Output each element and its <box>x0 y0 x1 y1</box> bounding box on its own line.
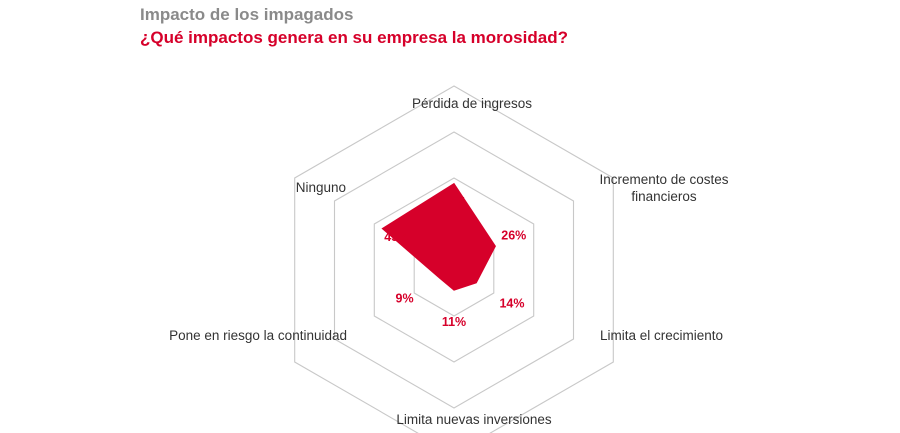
value-label-4: 11% <box>442 315 466 329</box>
value-label-5: 9% <box>396 292 414 306</box>
value-labels: 47% 26% 14% 11% 9% 45% <box>384 195 526 329</box>
grid-ring-3 <box>333 131 575 409</box>
grid-ring-4 <box>294 85 614 433</box>
axis-label-6: Ninguno <box>296 180 346 195</box>
axis-label-3: Limita el crecimiento <box>600 328 723 343</box>
axis-label-2-line-2: financieros <box>631 189 697 204</box>
value-label-6: 45% <box>384 230 409 244</box>
value-label-2: 26% <box>501 229 526 243</box>
chart-subtitle: ¿Qué impactos genera en su empresa la mo… <box>140 28 568 47</box>
grid-ring-2 <box>373 177 535 363</box>
axis-label-5: Pone en riesgo la continuidad <box>169 328 347 343</box>
axis-labels: Pérdida de ingresos Incremento de costes f… <box>169 96 729 427</box>
value-label-3: 14% <box>499 297 524 311</box>
axis-label-1: Pérdida de ingresos <box>412 96 532 111</box>
chart-title: Impacto de los impagados <box>140 5 354 24</box>
radar-series <box>381 182 496 291</box>
series-area <box>381 182 496 291</box>
axis-label-2-line-1: Incremento de costes <box>599 172 728 187</box>
axis-label-4: Limita nuevas inversiones <box>396 412 552 427</box>
value-label-1: 47% <box>441 195 466 209</box>
